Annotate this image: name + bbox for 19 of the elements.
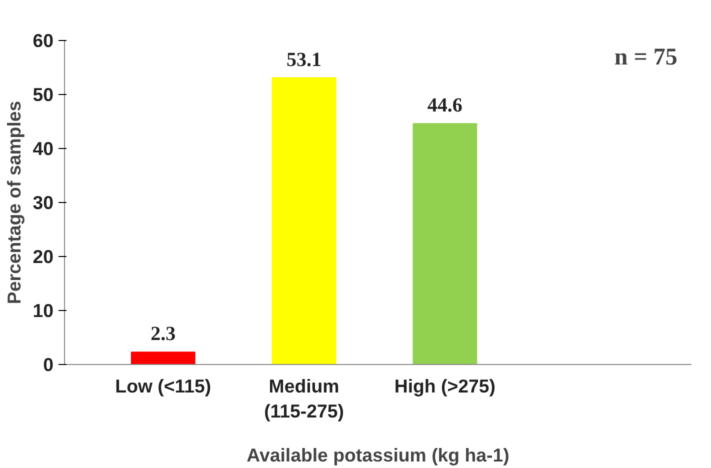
y-tick-label: 60 [32, 30, 54, 51]
data-label: 2.3 [150, 323, 176, 346]
bar [130, 352, 196, 364]
x-tick-label: Low (<115) [115, 376, 212, 396]
data-label: 53.1 [286, 48, 322, 71]
y-tick-label: 20 [32, 246, 54, 267]
y-tick-label: 30 [32, 192, 54, 213]
y-tick-label: 10 [32, 300, 54, 321]
bar [272, 77, 336, 364]
x-axis-title: Available potassium (kg ha-1) [246, 444, 510, 466]
data-label: 44.6 [427, 94, 462, 117]
y-axis-title: Percentage of samples [4, 100, 25, 304]
y-tick-label: 50 [32, 84, 54, 105]
x-tick-label: High (>275) [394, 376, 496, 396]
bar [412, 123, 478, 364]
x-tick-label: Medium (115-275) [264, 376, 344, 422]
y-tick-label: 40 [32, 138, 54, 159]
text: n = 75 [614, 44, 678, 70]
y-tick-label: 0 [43, 354, 54, 375]
